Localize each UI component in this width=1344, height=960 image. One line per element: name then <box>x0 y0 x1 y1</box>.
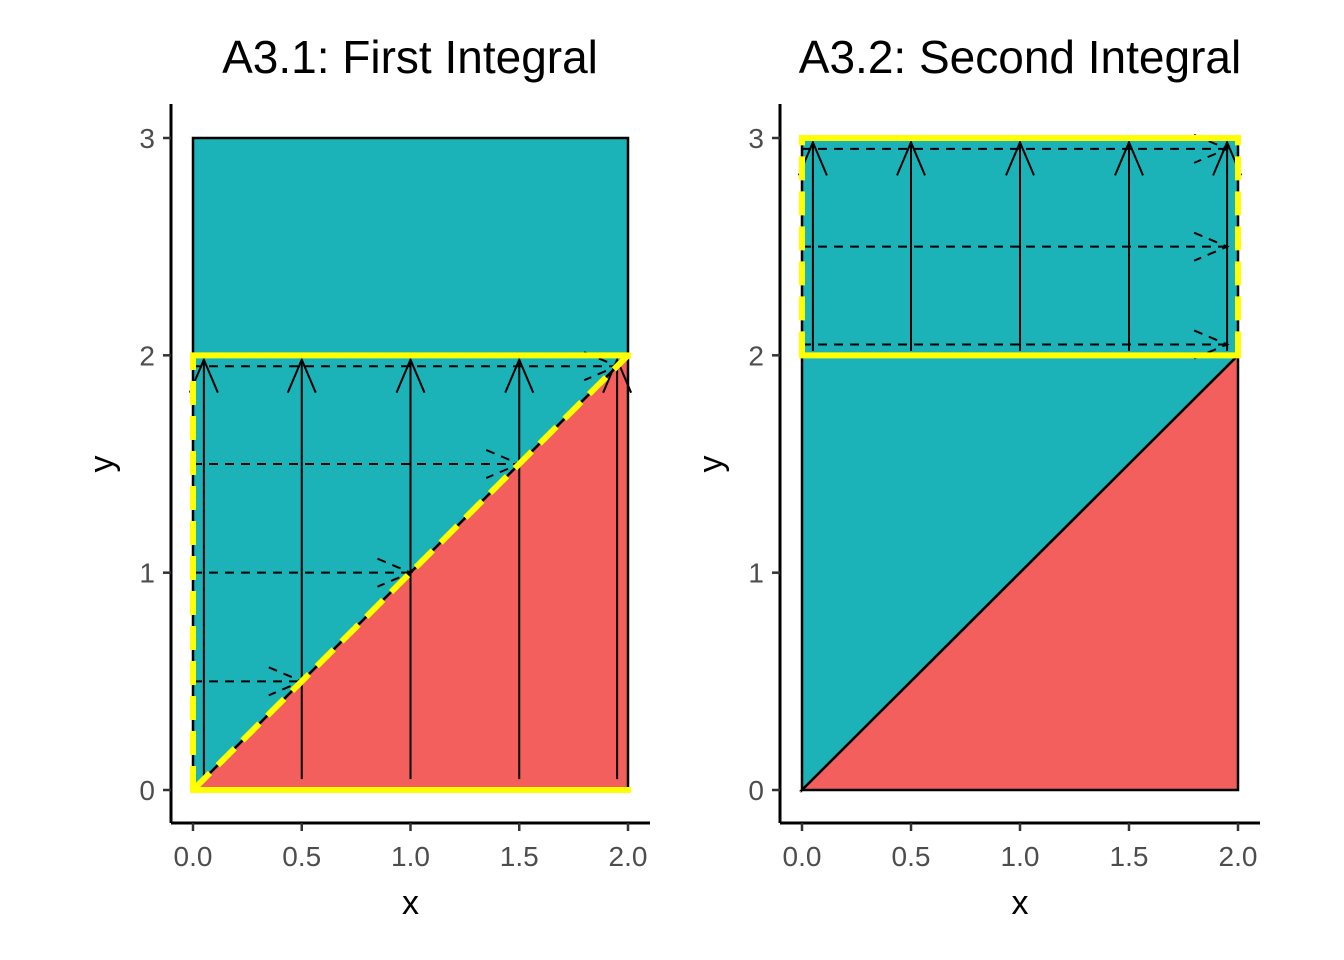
horizontal-arrow-head <box>377 557 414 588</box>
horizontal-arrow-head <box>1193 329 1230 360</box>
vertical-arrow <box>1005 139 1035 351</box>
x-tick-label: 2.0 <box>609 841 648 872</box>
vertical-arrow-head <box>602 357 633 394</box>
horizontal-arrow <box>802 329 1230 360</box>
x-tick-label: 1.5 <box>1110 841 1149 872</box>
horizontal-arrow-head <box>1193 133 1230 164</box>
vertical-arrow <box>896 139 926 351</box>
x-tick-label: 0.5 <box>282 841 321 872</box>
x-axis-title: x <box>402 884 419 922</box>
vertical-arrow <box>286 357 317 780</box>
y-tick-label: 3 <box>748 123 764 154</box>
y-axis-title: y <box>692 456 730 473</box>
vertical-arrow-head <box>1114 139 1144 176</box>
y-tick-label: 0 <box>139 775 155 806</box>
vertical-arrow <box>395 357 426 780</box>
vertical-arrow-head <box>1005 139 1035 176</box>
x-tick-label: 1.0 <box>391 841 430 872</box>
y-axis-title: y <box>83 456 121 473</box>
y-tick-label: 1 <box>139 558 155 589</box>
region-teal-top <box>191 136 630 357</box>
chart-title: A3.1: First Integral <box>222 31 598 83</box>
y-tick-label: 2 <box>139 340 155 371</box>
x-tick-label: 1.5 <box>500 841 539 872</box>
diagonal-line <box>801 354 1239 791</box>
horizontal-arrow-head <box>1193 231 1230 262</box>
highlight-edge-dashed <box>190 353 631 793</box>
vertical-arrow-head <box>504 357 535 394</box>
horizontal-arrow <box>802 231 1230 262</box>
vertical-arrow-head <box>896 139 926 176</box>
panel-first-integral: 0 1 2 3 0.0 0.5 1.0 1.5 2.0 A3.1: First Integral x… <box>83 31 650 922</box>
chart-title: A3.2: Second Integral <box>799 31 1241 83</box>
y-tick-label: 0 <box>748 775 764 806</box>
y-tick-label: 1 <box>748 558 764 589</box>
x-tick-label: 1.0 <box>1001 841 1040 872</box>
y-tick-label: 3 <box>139 123 155 154</box>
x-tick-label: 0.0 <box>174 841 213 872</box>
y-tick-label: 2 <box>748 340 764 371</box>
vertical-arrow <box>602 357 633 780</box>
x-tick-label: 0.5 <box>892 841 931 872</box>
vertical-arrow <box>504 357 535 780</box>
vertical-arrow-head <box>395 357 426 394</box>
horizontal-arrow <box>193 557 414 588</box>
panel-second-integral: 0 1 2 3 0.0 0.5 1.0 1.5 2.0 A3.2: Second Integral… <box>692 31 1260 922</box>
horizontal-arrow <box>802 133 1230 164</box>
vertical-arrow-head <box>286 357 317 394</box>
x-tick-label: 0.0 <box>783 841 822 872</box>
x-axis-title: x <box>1012 884 1029 922</box>
x-tick-label: 2.0 <box>1219 841 1258 872</box>
